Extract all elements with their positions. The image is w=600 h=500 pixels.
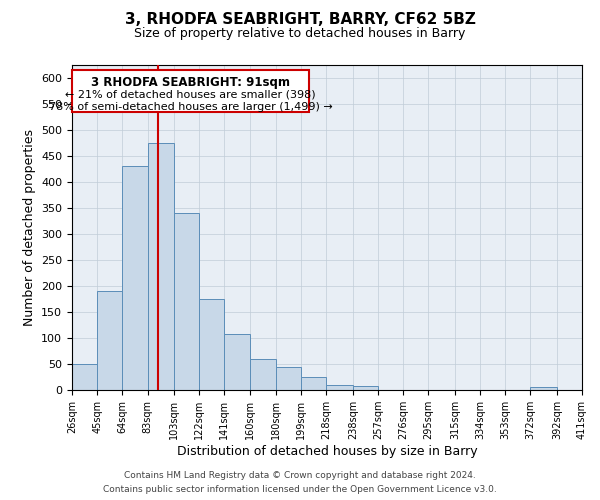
- Text: ← 21% of detached houses are smaller (398): ← 21% of detached houses are smaller (39…: [65, 90, 316, 100]
- Text: Contains HM Land Registry data © Crown copyright and database right 2024.: Contains HM Land Registry data © Crown c…: [124, 472, 476, 480]
- Bar: [199, 299, 224, 390]
- Bar: [276, 367, 301, 390]
- X-axis label: Distribution of detached houses by size in Barry: Distribution of detached houses by size …: [176, 445, 478, 458]
- Bar: [174, 213, 199, 390]
- Text: Contains public sector information licensed under the Open Government Licence v3: Contains public sector information licen…: [103, 484, 497, 494]
- Bar: [353, 386, 378, 390]
- Bar: [530, 388, 557, 390]
- Text: 3 RHODFA SEABRIGHT: 91sqm: 3 RHODFA SEABRIGHT: 91sqm: [91, 76, 290, 90]
- Bar: [224, 334, 250, 390]
- Bar: [72, 364, 97, 390]
- Bar: [301, 377, 326, 390]
- FancyBboxPatch shape: [72, 70, 309, 112]
- Bar: [122, 166, 148, 390]
- Bar: [148, 143, 174, 390]
- Y-axis label: Number of detached properties: Number of detached properties: [23, 129, 35, 326]
- Bar: [250, 359, 276, 390]
- Text: Size of property relative to detached houses in Barry: Size of property relative to detached ho…: [134, 28, 466, 40]
- Text: 3, RHODFA SEABRIGHT, BARRY, CF62 5BZ: 3, RHODFA SEABRIGHT, BARRY, CF62 5BZ: [125, 12, 475, 28]
- Text: 78% of semi-detached houses are larger (1,499) →: 78% of semi-detached houses are larger (…: [49, 102, 332, 113]
- Bar: [97, 291, 122, 390]
- Bar: [326, 385, 353, 390]
